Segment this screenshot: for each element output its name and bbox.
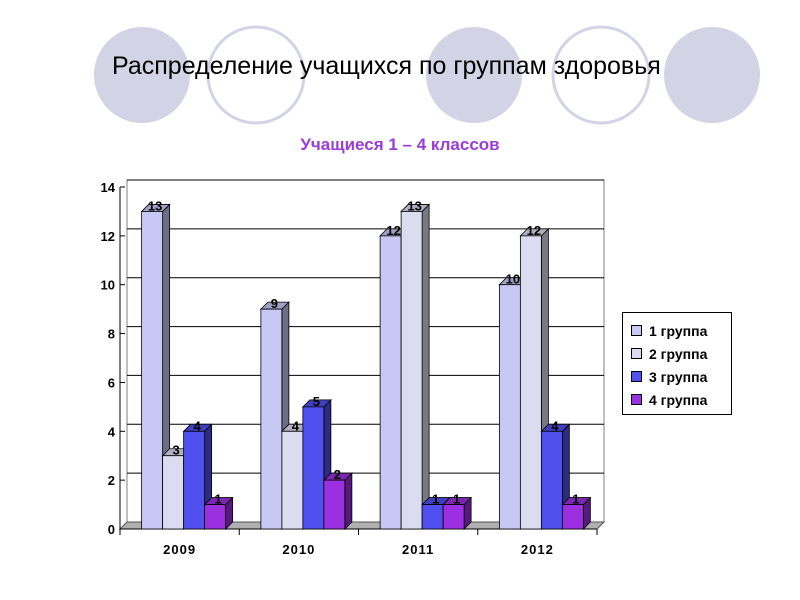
x-tick-label: 2011 [402,542,434,557]
deco-circle [664,27,760,123]
legend-swatch [631,371,642,382]
bar [302,406,325,530]
y-tick-label: 12 [101,229,115,244]
y-tick-label: 2 [108,473,115,488]
bar [141,211,164,530]
legend-item: 1 группа [631,319,731,342]
legend-item: 3 группа [631,365,731,388]
data-label: 1 [215,492,222,507]
legend-label: 3 группа [649,368,708,385]
data-label: 1 [572,492,579,507]
bar [260,308,283,530]
bar-side [421,203,430,530]
data-label: 12 [527,223,541,238]
deco-circle [426,27,522,123]
legend-swatch [631,348,642,359]
y-tick-label: 8 [108,327,115,342]
chart-legend: 1 группа 2 группа 3 группа 4 группа [622,312,732,415]
legend-item: 4 группа [631,388,731,411]
data-label: 1 [432,492,439,507]
y-tick-label: 14 [101,180,116,195]
data-label: 4 [292,418,300,433]
chart-title: Учащиеся 1 – 4 классов [300,135,500,154]
bar [442,504,465,530]
y-tick-label: 4 [108,424,116,439]
data-label: 4 [194,418,202,433]
legend-label: 1 группа [649,322,708,339]
bar-side [344,472,353,530]
data-label: 12 [386,223,400,238]
bar [281,430,304,530]
data-label: 4 [551,418,559,433]
legend-label: 2 группа [649,345,708,362]
data-label: 13 [407,198,421,213]
bar [323,479,346,530]
y-tick-label: 10 [101,278,115,293]
data-label: 1 [453,492,460,507]
x-tick-label: 2012 [521,542,554,557]
bar [204,504,227,530]
legend-swatch [631,394,642,405]
data-label: 3 [173,443,180,458]
data-label: 13 [148,198,162,213]
y-tick-label: 0 [108,522,115,537]
y-tick-label: 6 [108,375,115,390]
data-label: 2 [334,467,341,482]
data-label: 9 [271,296,278,311]
bar [421,504,444,530]
bar [379,235,402,530]
legend-item: 2 группа [631,342,731,365]
bar [183,430,206,530]
slide-title: Распределение учащихся по группам здоров… [112,52,661,80]
bar [498,284,521,530]
bar [561,504,584,530]
bar [519,235,542,530]
data-label: 5 [313,394,320,409]
bar [162,455,185,530]
bar [400,211,423,530]
data-label: 10 [506,272,520,287]
deco-circle [206,25,306,125]
deco-circle [94,27,190,123]
deco-circle [551,25,651,125]
legend-label: 4 группа [649,391,708,408]
x-tick-label: 2010 [282,542,315,557]
x-tick-label: 2009 [163,542,196,557]
bar [540,430,563,530]
legend-swatch [631,325,642,336]
